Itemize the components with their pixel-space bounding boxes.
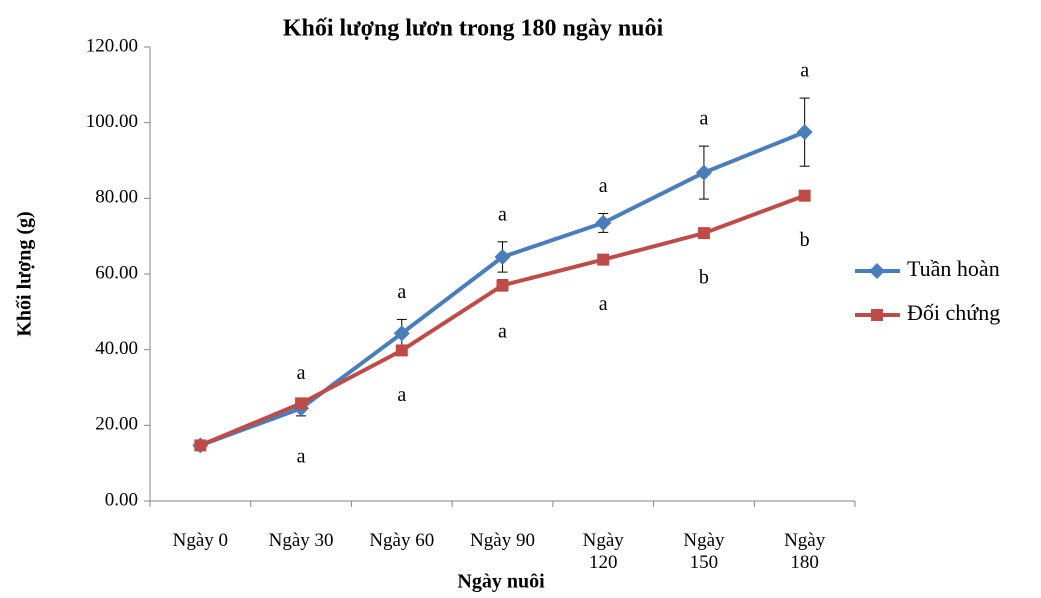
marker bbox=[871, 309, 883, 321]
annotation: a bbox=[498, 321, 507, 343]
x-tick-label: Ngày 90 bbox=[453, 530, 553, 552]
x-tick-text: Ngày 30 bbox=[268, 530, 334, 551]
x-tick-text: Ngày 60 bbox=[369, 530, 435, 551]
annotation: a bbox=[397, 281, 406, 303]
annotation: a bbox=[599, 175, 608, 197]
marker bbox=[595, 214, 612, 231]
y-tick-label: 0.00 bbox=[105, 489, 138, 510]
y-tick-label: 40.00 bbox=[95, 338, 138, 359]
marker bbox=[798, 189, 811, 202]
marker bbox=[697, 227, 710, 240]
annotation: a bbox=[800, 60, 809, 82]
x-tick-text: Ngày 0 bbox=[172, 530, 229, 551]
x-tick-label: Ngày 180 bbox=[755, 530, 855, 574]
annotation: a bbox=[297, 445, 306, 467]
marker bbox=[597, 253, 610, 266]
marker bbox=[395, 344, 408, 357]
chart-title: Khối lượng lươn trong 180 ngày nuôi bbox=[283, 16, 664, 42]
y-tick-label: 20.00 bbox=[95, 414, 138, 435]
y-tick-label: 100.00 bbox=[86, 111, 138, 132]
annotation: a bbox=[498, 203, 507, 225]
x-tick-text: Ngày 120 bbox=[582, 530, 624, 573]
x-tick-label: Ngày 30 bbox=[251, 530, 351, 552]
annotation: a bbox=[699, 108, 708, 130]
marker bbox=[496, 279, 509, 292]
marker bbox=[695, 164, 712, 181]
y-axis-label: Khối lượng (g) bbox=[14, 211, 36, 336]
y-tick-label: 120.00 bbox=[86, 35, 138, 56]
y-tick-label: 80.00 bbox=[95, 187, 138, 208]
marker bbox=[494, 248, 511, 265]
x-tick-label: Ngày 0 bbox=[150, 530, 250, 552]
marker bbox=[194, 439, 207, 452]
x-tick-text: Ngày 150 bbox=[683, 530, 725, 573]
x-tick-label: Ngày 60 bbox=[352, 530, 452, 552]
x-tick-label: Ngày 120 bbox=[553, 530, 653, 574]
x-tick-text: Ngày 90 bbox=[470, 530, 535, 551]
x-tick-text: Ngày 180 bbox=[784, 530, 826, 573]
annotation: a bbox=[297, 362, 306, 384]
annotation: a bbox=[397, 384, 406, 406]
annotation: a bbox=[599, 293, 608, 315]
y-tick-label: 60.00 bbox=[95, 262, 138, 283]
annotation: b bbox=[800, 229, 810, 251]
legend-label: Đối chứng bbox=[907, 300, 1000, 325]
x-axis-label: Ngày nuôi bbox=[457, 571, 545, 593]
marker bbox=[295, 397, 308, 410]
marker bbox=[796, 124, 813, 141]
x-tick-label: Ngày 150 bbox=[654, 530, 754, 574]
marker bbox=[869, 263, 885, 279]
marker bbox=[393, 325, 410, 342]
legend-label: Tuần hoàn bbox=[907, 256, 1000, 281]
annotation: b bbox=[699, 267, 709, 289]
